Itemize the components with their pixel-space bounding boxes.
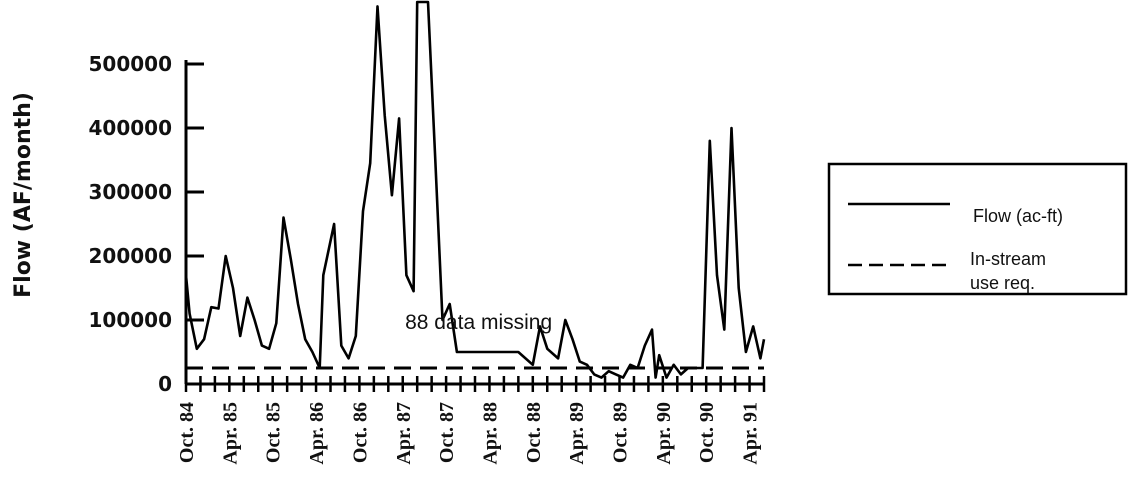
legend-label-instream-line: use req. [970, 273, 1035, 293]
y-tick-label: 400000 [89, 116, 173, 140]
missing-data-annotation: 88 data missing [405, 311, 552, 334]
x-ticks: Oct. 84 Apr. 85 Oct. 85 Apr. 86 Oct. 86 Apr. … [176, 376, 766, 465]
x-tick-label: Apr. 88 [479, 402, 501, 465]
plot-area [184, 0, 766, 379]
x-tick-label: Oct. 89 [610, 402, 632, 463]
legend-label-instream: In-stream use req. [970, 249, 1046, 293]
x-tick-label: Oct. 85 [263, 402, 285, 463]
x-tick-label: Apr. 89 [566, 402, 588, 465]
legend-label-instream-line: In-stream [970, 249, 1046, 269]
x-tick-label: Apr. 85 [219, 402, 241, 465]
flow-series-line [184, 0, 766, 379]
x-tick-label: Apr. 90 [653, 402, 675, 465]
x-tick-label: Oct. 86 [349, 402, 371, 463]
y-ticks: 0 100000 200000 300000 400000 500000 [89, 52, 204, 396]
x-tick-label: Oct. 87 [436, 402, 458, 463]
legend-label-flow: Flow (ac-ft) [973, 206, 1063, 226]
x-tick-label: Oct. 90 [696, 402, 718, 463]
legend-box [827, 162, 1128, 296]
x-tick-label: Apr. 87 [393, 402, 415, 465]
y-tick-label: 100000 [89, 308, 173, 332]
legend: Flow (ac-ft) In-stream use req. [827, 162, 1128, 296]
y-axis-label: Flow (AF/month) [11, 92, 36, 298]
y-tick-label: 300000 [89, 180, 173, 204]
x-tick-label: Oct. 88 [523, 402, 545, 463]
x-tick-label: Oct. 84 [176, 402, 198, 463]
y-tick-label: 200000 [89, 244, 173, 268]
y-tick-label: 0 [158, 372, 172, 396]
x-tick-label: Apr. 91 [740, 402, 762, 465]
x-tick-label: Apr. 86 [306, 402, 328, 465]
y-tick-label: 500000 [89, 52, 173, 76]
